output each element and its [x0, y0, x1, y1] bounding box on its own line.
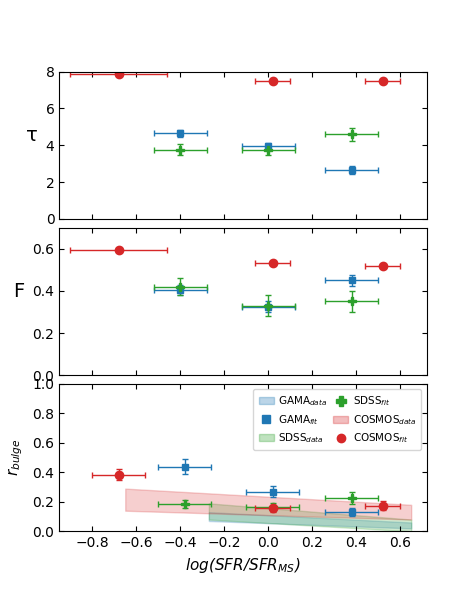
- Legend: GAMA$_{data}$, GAMA$_{fit}$, SDSS$_{data}$, SDSS$_{fit}$, COSMOS$_{data}$, COSMO: GAMA$_{data}$, GAMA$_{fit}$, SDSS$_{data…: [253, 389, 421, 450]
- Y-axis label: F: F: [13, 282, 24, 301]
- X-axis label: log(SFR/SFR$_{MS}$): log(SFR/SFR$_{MS}$): [185, 556, 301, 575]
- Y-axis label: τ: τ: [26, 127, 37, 145]
- Y-axis label: $r_{bulge}$: $r_{bulge}$: [7, 439, 26, 476]
